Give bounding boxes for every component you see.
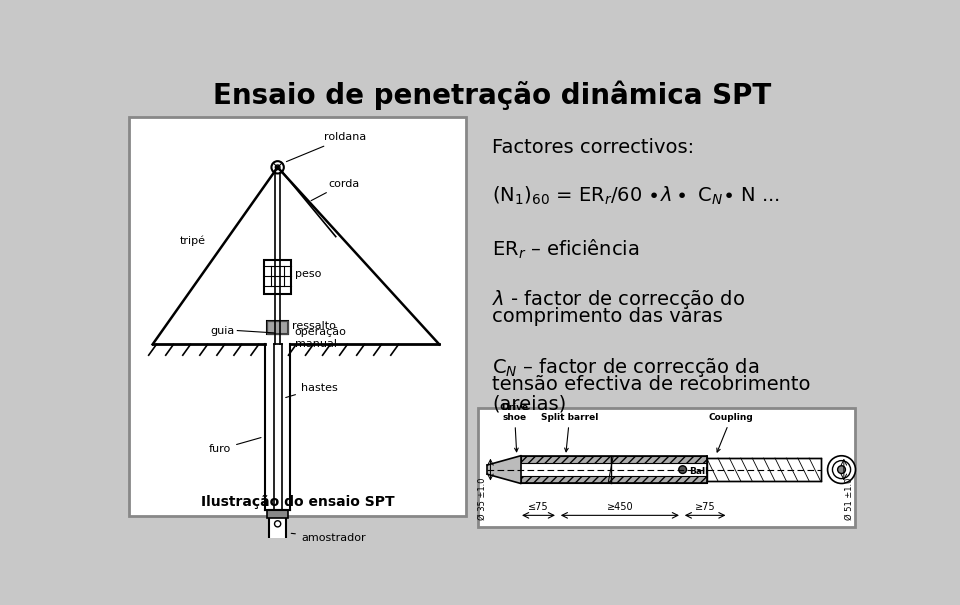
- Bar: [520, 456, 611, 463]
- Text: Ensaio de penetração dinâmica SPT: Ensaio de penetração dinâmica SPT: [213, 81, 771, 111]
- Bar: [611, 476, 707, 483]
- Text: amostrador: amostrador: [291, 533, 366, 543]
- Text: tripé: tripé: [180, 235, 205, 246]
- Bar: [264, 260, 291, 295]
- Circle shape: [272, 161, 284, 174]
- Text: tensão efectiva de recobrimento: tensão efectiva de recobrimento: [492, 375, 810, 394]
- Text: comprimento das varas: comprimento das varas: [492, 307, 723, 327]
- Bar: [611, 456, 707, 463]
- Polygon shape: [267, 321, 289, 333]
- Text: (areias): (areias): [492, 394, 566, 413]
- Text: Ball: Ball: [689, 466, 708, 476]
- Bar: [707, 458, 821, 481]
- Text: corda: corda: [311, 178, 359, 201]
- Text: Split barrel: Split barrel: [540, 413, 598, 452]
- Text: hastes: hastes: [286, 382, 338, 397]
- Polygon shape: [488, 456, 520, 483]
- Text: (N$_1$)$_{60}$ = ER$_r$/60 $\bullet\lambda\bullet$ C$_N$$\bullet$ N ...: (N$_1$)$_{60}$ = ER$_r$/60 $\bullet\lamb…: [492, 185, 780, 206]
- Bar: [520, 476, 611, 483]
- Text: Ø 35 ±1.0: Ø 35 ±1.0: [478, 477, 487, 520]
- Bar: [478, 408, 855, 527]
- Text: roldana: roldana: [286, 132, 367, 162]
- Text: ≥450: ≥450: [607, 502, 634, 512]
- Text: ≥75: ≥75: [695, 502, 715, 512]
- Text: furo: furo: [209, 437, 261, 454]
- Circle shape: [832, 460, 851, 479]
- Circle shape: [276, 165, 280, 169]
- Bar: [267, 510, 289, 518]
- Circle shape: [679, 466, 686, 474]
- Circle shape: [275, 521, 280, 527]
- Text: ER$_r$ – eficiência: ER$_r$ – eficiência: [492, 238, 639, 261]
- Text: Factores correctivos:: Factores correctivos:: [492, 138, 694, 157]
- Circle shape: [838, 466, 846, 474]
- Text: $\lambda$ - factor de correcção do: $\lambda$ - factor de correcção do: [492, 288, 745, 311]
- Text: Ø 51 ±1.0: Ø 51 ±1.0: [845, 477, 853, 520]
- Text: Drive
shoe: Drive shoe: [501, 403, 528, 452]
- Text: C$_N$ – factor de correcção da: C$_N$ – factor de correcção da: [492, 356, 759, 379]
- Circle shape: [828, 456, 855, 483]
- Text: operação
manual: operação manual: [295, 327, 347, 349]
- Text: peso: peso: [295, 269, 321, 278]
- Bar: [269, 510, 286, 552]
- Bar: [267, 321, 289, 333]
- Text: Coupling: Coupling: [708, 413, 754, 452]
- Text: Ilustração do ensaio SPT: Ilustração do ensaio SPT: [201, 495, 395, 509]
- Text: ≤75: ≤75: [528, 502, 549, 512]
- Bar: [130, 117, 467, 516]
- Text: ressalto: ressalto: [292, 321, 335, 331]
- Text: guia: guia: [211, 325, 235, 336]
